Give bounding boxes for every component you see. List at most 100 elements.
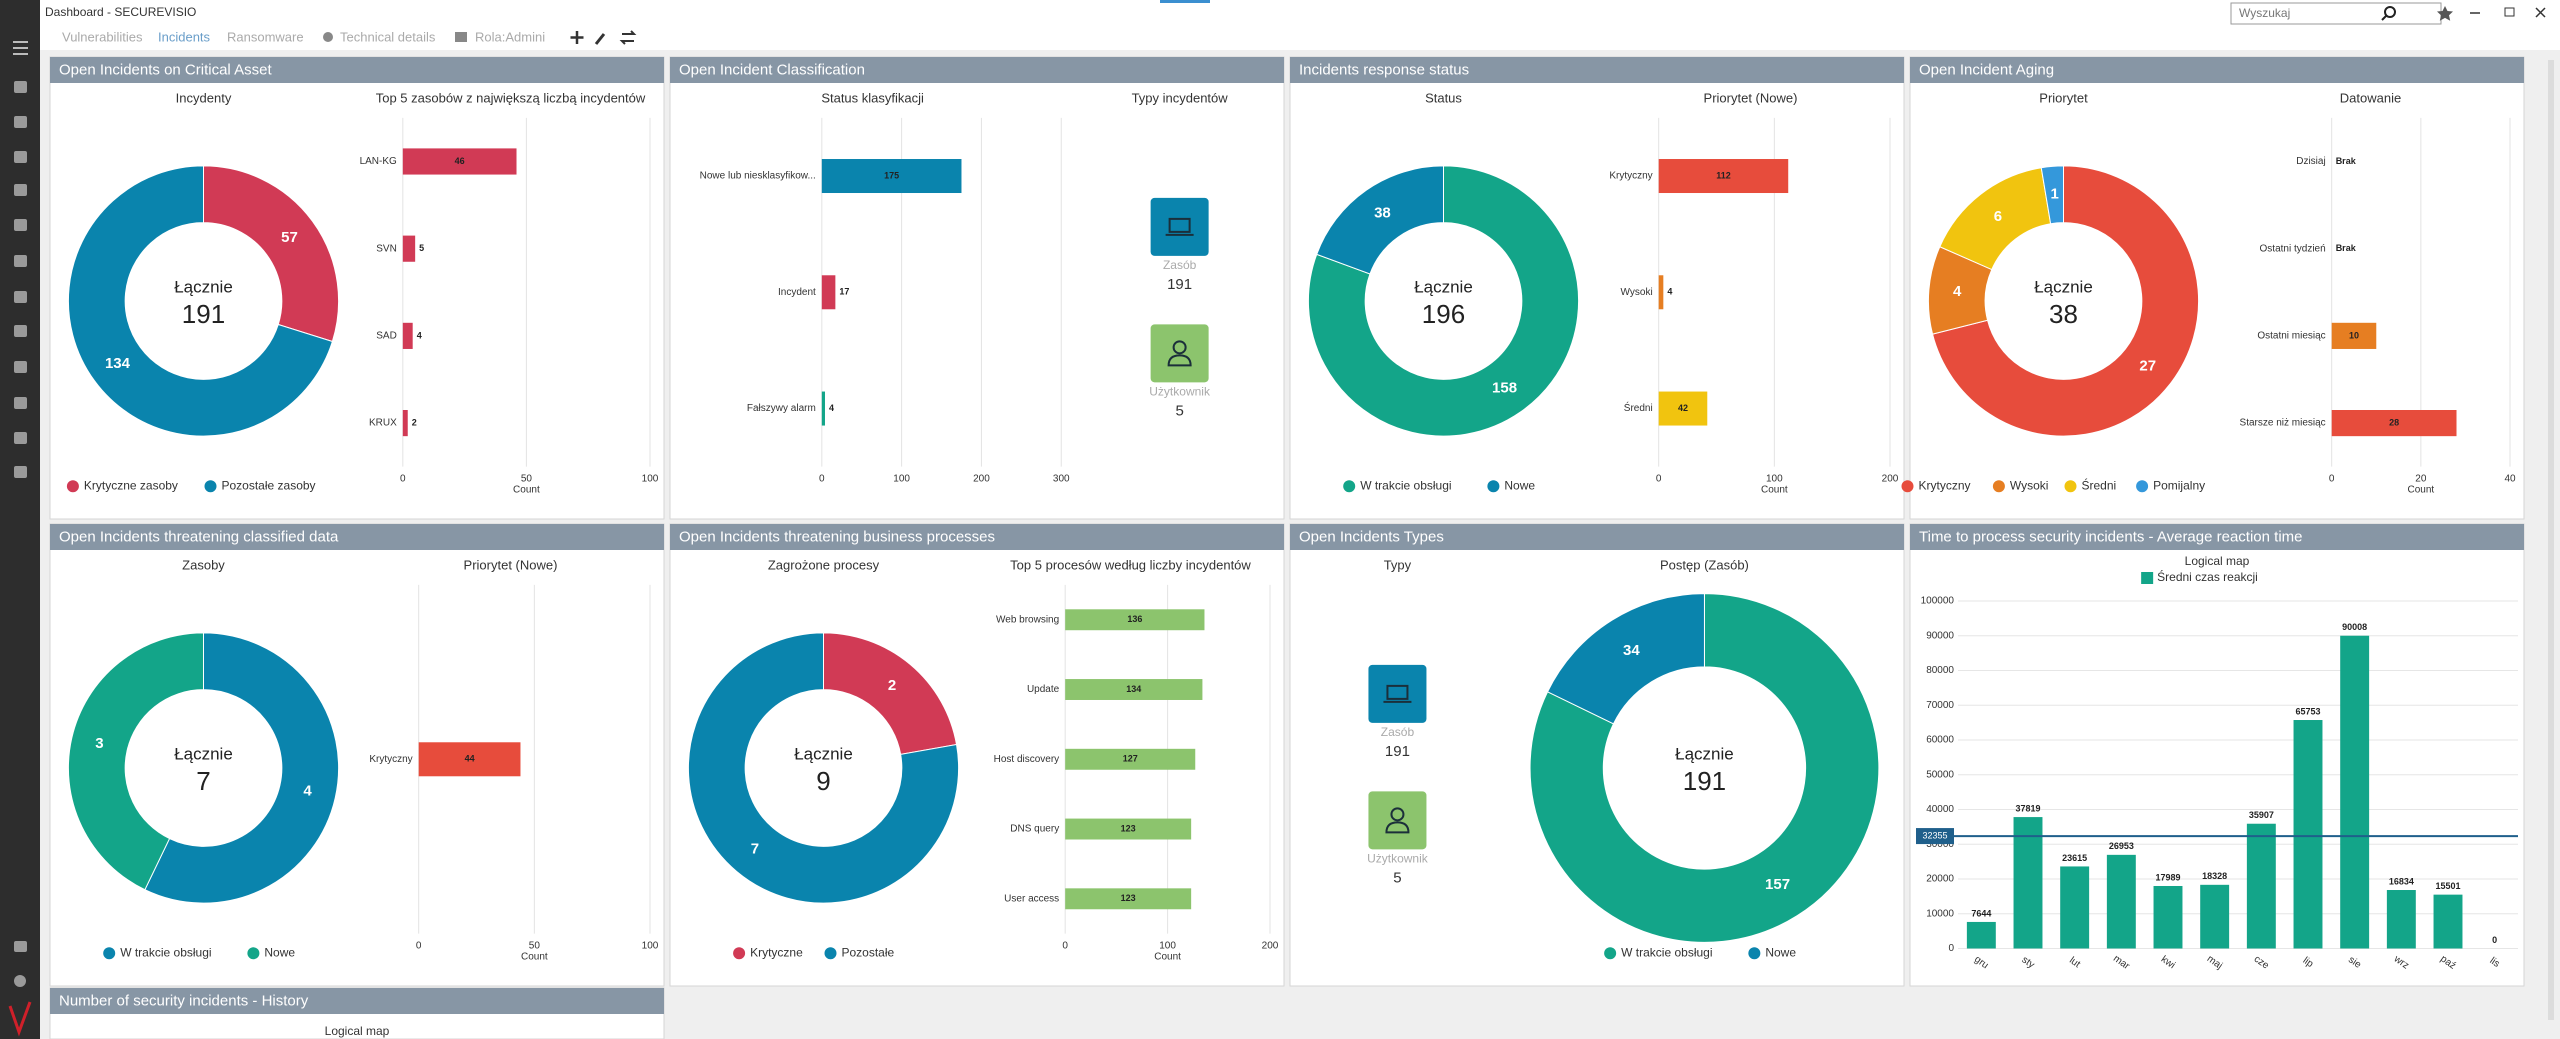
bar [1065,818,1192,840]
logout-icon[interactable] [14,941,27,952]
legend-label: Krytyczne zasoby [84,478,178,492]
legend-swatch [1992,480,2005,493]
value-label: 28 [2389,417,2399,427]
donut-segment [1529,593,1880,943]
nav-item[interactable]: Technical details [340,29,436,44]
sidebar-icon[interactable] [14,151,27,163]
type-tile[interactable] [1150,197,1209,256]
panel-header [1910,57,2524,83]
category-label: Wysoki [1621,287,1653,298]
sidebar-icon[interactable] [14,116,27,128]
bar [2386,890,2416,949]
x-axis-label: Count [521,951,548,962]
panel-title: Open Incidents Types [1299,528,1444,545]
widget-title: Priorytet (Nowe) [1704,90,1798,105]
sidebar-icon[interactable] [14,325,27,337]
x-tick-label: 100 [642,473,659,484]
segment-label: 1 [2051,186,2059,203]
value-label: 10 [2349,330,2359,340]
legend-swatch [2064,480,2077,493]
value-label: 4 [829,403,834,413]
sidebar-icon[interactable] [14,81,27,93]
nav-item[interactable]: Vulnerabilities [62,29,143,44]
search-placeholder: Wyszukaj [2239,6,2290,20]
edit-icon[interactable] [594,33,606,45]
x-tick-label: 0 [400,473,406,484]
sidebar-icon[interactable] [14,184,27,196]
bar [1658,159,1789,194]
value-label: 44 [465,754,475,764]
value-label: 136 [1127,614,1142,624]
bar [1065,748,1196,770]
x-axis-label: Count [2408,484,2435,495]
type-value: 5 [1175,402,1183,419]
x-tick-label: 100 [1766,473,1783,484]
legend-label: Krytyczny [1919,478,1971,492]
nav-item[interactable]: Incidents [158,29,211,44]
sidebar-icon[interactable] [14,397,27,409]
widget-title: Datowanie [2340,90,2401,105]
panel-title: Number of security incidents - History [59,992,309,1009]
sidebar-icon[interactable] [14,255,27,267]
x-tick-label: 200 [1882,473,1899,484]
sidebar-icon[interactable] [14,291,27,303]
sidebar-icon[interactable] [14,432,27,444]
value-label: 175 [884,170,899,180]
widget-title: Typy incydentów [1132,90,1229,105]
menu-icon-bar[interactable] [13,41,28,43]
nav-item[interactable]: Rola:Admini [475,29,545,44]
panel: Open Incident Classification Status klasy… [669,56,1285,520]
value-label: 35907 [2249,810,2274,820]
segment-label: 7 [751,841,759,858]
search-icon[interactable] [2384,6,2396,18]
user-icon[interactable] [14,975,26,987]
widget-title: Typy [1384,557,1412,572]
center-value: 191 [1683,766,1726,796]
value-label: 18328 [2202,871,2227,881]
bar [2331,322,2377,349]
swap-icon[interactable] [619,30,637,45]
legend-label: Pomijalny [2153,478,2205,492]
donut-segment [687,632,960,904]
sidebar-icon[interactable] [14,219,27,231]
legend-label: Nowe [264,945,295,959]
nav-item[interactable]: Ransomware [227,29,304,44]
bar [2106,854,2136,949]
menu-icon-bar[interactable] [13,47,28,49]
value-label: 112 [1716,170,1731,180]
average-label: 32355 [1922,830,1947,840]
x-axis-label: Count [1154,951,1181,962]
bar [402,410,408,437]
segment-label: 158 [1492,379,1517,396]
widget-title: Status klasyfikacji [821,90,924,105]
restore-button[interactable] [2504,7,2515,17]
user-icon-body [1167,354,1192,367]
legend-label: W trakcie obsługi [120,945,211,959]
sidebar-icon[interactable] [14,361,27,373]
panel: Open Incidents on Critical Asset Incydent… [49,56,665,520]
favorite-button[interactable] [2437,6,2453,21]
close-button[interactable] [2535,7,2546,18]
y-tick-label: 10000 [1926,908,1954,919]
add-icon[interactable] [570,31,584,44]
x-tick-label: 50 [529,940,541,951]
top-indicator [1160,0,1210,3]
panel-title: Open Incidents on Critical Asset [59,61,272,78]
sidebar-icon[interactable] [14,466,27,478]
donut-segment [823,632,958,755]
menu-icon-bar[interactable] [13,53,28,55]
legend-swatch [2141,572,2154,584]
bar [2340,635,2370,949]
donut-segment [1546,593,1705,725]
panels: Open Incidents on Critical Asset Incydent… [49,56,2525,1039]
type-tile[interactable] [1368,664,1427,723]
widget-title: Priorytet [2039,90,2088,105]
category-label: Fałszywy alarm [747,403,816,414]
category-label: Ostatni tydzień [2260,243,2326,254]
widget-title: Zasoby [182,557,225,572]
legend-label: Pozostałe [842,945,895,959]
value-label: 15501 [2435,881,2460,891]
scrollbar[interactable] [2548,60,2554,1020]
category-label: SAD [376,331,397,342]
type-value: 5 [1393,869,1401,886]
